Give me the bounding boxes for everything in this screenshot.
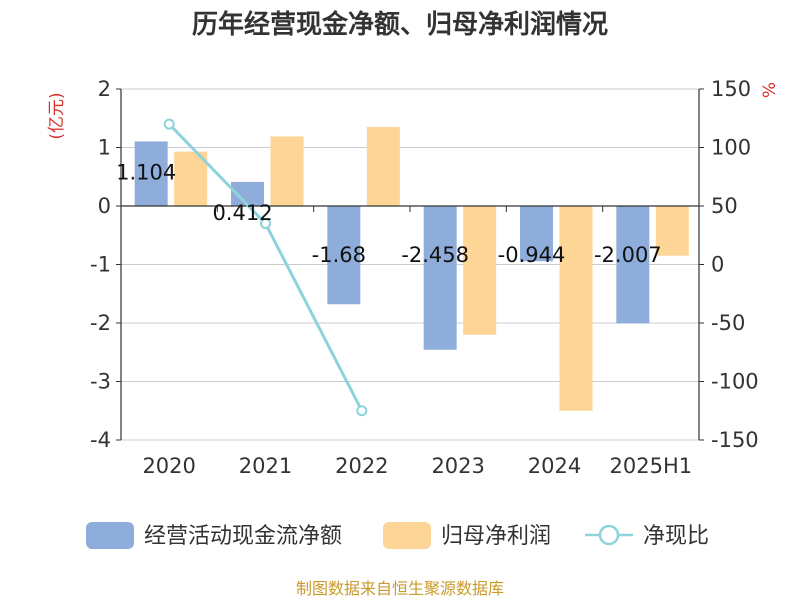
- data-label-cash-flow: 1.104: [116, 160, 176, 184]
- grid-lines: [121, 88, 699, 441]
- data-label-cash-flow: 0.412: [212, 201, 272, 225]
- right-tick-label: -50: [711, 311, 745, 335]
- legend-label-cash-flow: 经营活动现金流净额: [144, 524, 342, 549]
- bar-net-profit: [270, 136, 304, 206]
- left-axis-ticks: 2 1 0 -1 -2 -3 -4: [90, 77, 121, 452]
- right-tick-label: 0: [711, 253, 724, 277]
- right-tick-label: -100: [711, 370, 759, 394]
- bar-net-profit: [463, 206, 497, 335]
- left-tick-label: 2: [98, 77, 111, 101]
- left-tick-label: 0: [98, 194, 111, 218]
- data-label-cash-flow: -0.944: [498, 243, 566, 267]
- right-axis-ticks: 150 100 50 0 -50 -100 -150: [699, 77, 759, 452]
- right-tick-label: 100: [711, 136, 751, 160]
- x-tick-label: 2023: [431, 454, 484, 478]
- x-tick-label: 2024: [528, 454, 581, 478]
- bar-cash-flow: [327, 206, 361, 305]
- left-tick-label: 1: [98, 136, 111, 160]
- legend-swatch-net-profit: [383, 522, 431, 549]
- bar-net-profit: [559, 206, 593, 411]
- bar-net-profit: [174, 151, 208, 206]
- data-labels: 1.104 0.412 -1.68 -2.458 -0.944 -2.007: [116, 160, 662, 267]
- legend-swatch-cash-flow: [86, 522, 134, 549]
- legend-marker-ratio: [598, 524, 620, 546]
- bar-cash-flow: [134, 141, 168, 206]
- bar-net-profit: [655, 206, 689, 256]
- legend-item-net-profit[interactable]: 归母净利润: [383, 522, 551, 549]
- x-tick-label: 2020: [142, 454, 195, 478]
- left-axis-unit-label: (亿元): [47, 92, 67, 139]
- bar-net-profit: [366, 127, 400, 206]
- right-tick-label: 50: [711, 194, 738, 218]
- bar-cash-flow: [520, 206, 553, 262]
- chart-title: 历年经营现金净额、归母净利润情况: [192, 9, 608, 40]
- ratio-point: [163, 118, 175, 130]
- right-tick-label: -150: [711, 428, 759, 452]
- axes: [120, 89, 700, 440]
- legend-item-cash-flow[interactable]: 经营活动现金流净额: [86, 522, 342, 549]
- legend-item-ratio[interactable]: 净现比: [585, 524, 709, 549]
- x-axis-ticks: 2020 2021 2022 2023 2024 2025H1: [142, 454, 692, 478]
- ratio-point: [356, 405, 368, 417]
- source-footer: 制图数据来自恒生聚源数据库: [296, 579, 504, 598]
- x-tick-label: 2025H1: [610, 454, 693, 478]
- data-label-cash-flow: -1.68: [312, 243, 366, 267]
- left-tick-label: -2: [90, 311, 111, 335]
- left-tick-label: -1: [90, 253, 111, 277]
- ratio-line-series: [163, 118, 368, 417]
- x-tick-label: 2021: [239, 454, 292, 478]
- data-label-cash-flow: -2.458: [401, 243, 469, 267]
- left-tick-label: -4: [90, 428, 111, 452]
- legend: 经营活动现金流净额 归母净利润 净现比: [86, 522, 709, 549]
- right-axis-unit-label: %: [760, 82, 780, 98]
- bar-cash-flow: [616, 206, 650, 324]
- data-label-cash-flow: -2.007: [594, 243, 662, 267]
- bar-cash-flow: [423, 206, 457, 350]
- legend-label-net-profit: 归母净利润: [441, 524, 551, 549]
- legend-label-ratio: 净现比: [643, 524, 709, 549]
- left-tick-label: -3: [90, 370, 111, 394]
- ratio-point: [260, 218, 271, 230]
- right-tick-label: 150: [711, 77, 751, 101]
- bar-series: [134, 127, 689, 411]
- x-tick-label: 2022: [335, 454, 388, 478]
